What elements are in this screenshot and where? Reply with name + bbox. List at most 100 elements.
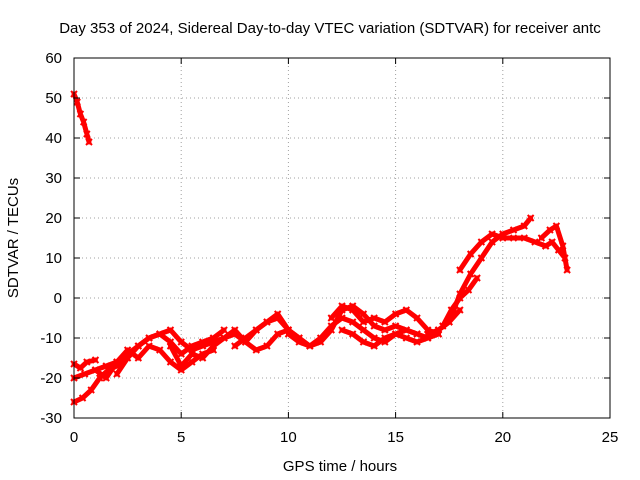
data-point — [546, 226, 554, 234]
data-point — [381, 326, 389, 334]
x-tick-label: 25 — [602, 429, 619, 446]
data-point — [349, 330, 357, 338]
data-point — [188, 350, 196, 358]
data-point — [537, 234, 546, 242]
data-point — [359, 338, 368, 346]
data-point — [477, 238, 486, 246]
data-point — [134, 342, 143, 350]
data-point — [83, 358, 91, 366]
data-point — [188, 358, 196, 366]
data-point — [520, 222, 528, 230]
data-point — [177, 362, 185, 370]
series-layer — [70, 90, 571, 406]
data-point — [145, 334, 153, 342]
x-tick-label: 0 — [70, 429, 78, 446]
data-point — [488, 238, 496, 246]
data-point — [76, 364, 85, 372]
y-tick-label: 60 — [45, 50, 62, 67]
data-point — [220, 334, 228, 342]
data-point — [73, 98, 81, 106]
data-point — [413, 330, 421, 338]
data-point — [123, 354, 132, 362]
data-point — [349, 318, 357, 326]
data-point — [464, 286, 473, 294]
data-point — [76, 110, 85, 118]
y-tick-label: 40 — [45, 130, 62, 147]
data-point — [102, 362, 110, 370]
data-point — [263, 342, 271, 350]
data-point — [424, 330, 432, 338]
plot-frame — [73, 57, 611, 419]
data-point — [391, 310, 400, 318]
data-point — [123, 346, 132, 354]
data-point — [156, 346, 164, 354]
data-point — [554, 246, 563, 254]
data-point — [113, 370, 121, 378]
data-point — [370, 314, 378, 322]
data-point — [231, 342, 239, 350]
tick-label-layer: 0 5 10 15 20 25 -30 -20 -10 0 10 20 30 40 50 60 — [40, 50, 618, 446]
data-point — [263, 318, 271, 326]
data-point — [370, 322, 378, 330]
data-point — [466, 250, 475, 258]
data-point — [91, 366, 100, 374]
data-point — [456, 294, 464, 302]
data-point — [209, 342, 218, 350]
data-point — [177, 338, 185, 346]
series-line-track-m — [440, 275, 480, 329]
data-point — [113, 358, 121, 366]
data-point — [284, 330, 293, 338]
data-point — [552, 222, 561, 230]
data-point — [166, 358, 175, 366]
data-point — [241, 334, 250, 342]
data-point — [85, 138, 93, 146]
data-point — [79, 118, 88, 126]
data-point — [145, 342, 153, 350]
data-point — [381, 334, 389, 342]
data-point — [91, 356, 100, 364]
data-point — [370, 342, 378, 350]
x-tick-label: 15 — [387, 429, 404, 446]
x-axis-label: GPS time / hours — [283, 458, 397, 475]
y-tick-label: 10 — [45, 250, 62, 267]
data-point — [391, 330, 400, 338]
data-point — [338, 314, 346, 322]
data-point — [381, 318, 389, 326]
data-point — [252, 326, 260, 334]
data-point — [548, 238, 556, 246]
data-point — [391, 322, 400, 330]
data-point — [509, 226, 518, 234]
data-point — [166, 326, 175, 334]
data-point — [177, 350, 185, 358]
data-point — [456, 266, 464, 274]
data-point — [83, 130, 91, 138]
data-point — [499, 234, 507, 242]
y-tick-label: 20 — [45, 210, 62, 227]
data-point — [349, 306, 357, 314]
data-point — [402, 334, 411, 342]
data-point — [273, 330, 282, 338]
data-point — [81, 370, 89, 378]
data-point — [295, 338, 303, 346]
data-point — [338, 302, 346, 310]
y-tick-label: 30 — [45, 170, 62, 187]
data-point — [563, 266, 571, 274]
data-point — [252, 346, 260, 354]
data-point — [198, 342, 207, 350]
chart-title: Day 353 of 2024, Sidereal Day-to-day VTE… — [59, 20, 601, 37]
y-tick-label: -10 — [40, 330, 62, 347]
data-point — [413, 338, 421, 346]
data-point — [402, 306, 411, 314]
data-point — [198, 354, 207, 362]
data-point — [370, 334, 378, 342]
x-tick-label: 10 — [280, 429, 297, 446]
data-point — [231, 326, 239, 334]
data-point — [327, 322, 335, 330]
data-point — [413, 314, 421, 322]
data-point — [220, 326, 228, 334]
x-tick-label: 20 — [494, 429, 511, 446]
data-point — [316, 334, 325, 342]
data-point — [134, 354, 143, 362]
data-point — [456, 306, 464, 314]
